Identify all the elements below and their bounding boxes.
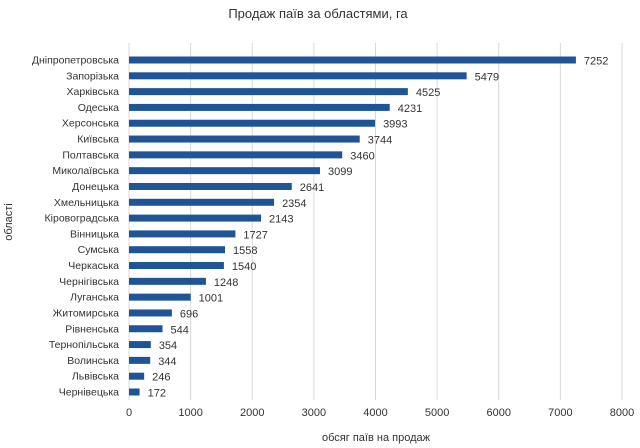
- category-label: Львівська: [72, 371, 119, 383]
- bar: [129, 262, 224, 270]
- bar: [129, 214, 262, 222]
- category-label: Рівненська: [65, 323, 119, 335]
- data-label: 172: [148, 388, 166, 400]
- category-label: Сумська: [78, 244, 119, 256]
- category-label: Донецька: [72, 181, 119, 193]
- data-label: 1248: [214, 277, 238, 289]
- category-label: Херсонська: [62, 118, 119, 130]
- bar: [129, 103, 390, 111]
- category-label: Дніпропетровська: [32, 55, 119, 67]
- x-tick-label: 0: [126, 407, 132, 419]
- data-label: 3744: [368, 135, 392, 147]
- bar: [129, 293, 191, 301]
- data-label: 1001: [199, 293, 223, 305]
- bar: [129, 72, 467, 80]
- bar: [129, 341, 151, 349]
- data-label: 696: [180, 308, 198, 320]
- bar: [129, 230, 236, 238]
- data-label: 354: [159, 340, 177, 352]
- x-tick-label: 2000: [240, 407, 264, 419]
- bar: [129, 88, 408, 96]
- data-label: 3993: [383, 119, 407, 131]
- bars: Дніпропетровська 7252 Запорізька 5479 Харків…: [32, 55, 609, 400]
- bar: [129, 182, 292, 190]
- x-tick-label: 6000: [487, 407, 511, 419]
- bar: [129, 198, 275, 206]
- bar: [129, 277, 206, 285]
- x-tick-label: 4000: [363, 407, 387, 419]
- category-label: Вінницька: [70, 228, 119, 240]
- bar: [129, 388, 140, 396]
- x-tick-label: 5000: [425, 407, 449, 419]
- data-label: 4231: [398, 103, 422, 115]
- data-label: 2143: [269, 214, 293, 226]
- bar: [129, 356, 151, 364]
- x-tick-label: 8000: [610, 407, 634, 419]
- category-label: Чернігівська: [59, 276, 119, 288]
- chart-title: Продаж паїв за областями, га: [228, 6, 408, 21]
- bar: [129, 135, 360, 143]
- data-label: 246: [152, 372, 170, 384]
- category-label: Полтавська: [62, 149, 119, 161]
- bar: [129, 151, 343, 159]
- data-label: 2641: [300, 182, 324, 194]
- category-label: Запорізька: [66, 70, 119, 82]
- category-label: Київська: [77, 134, 119, 146]
- x-tick-label: 7000: [548, 407, 572, 419]
- category-label: Черкаська: [68, 260, 119, 272]
- category-label: Кіровоградська: [45, 213, 120, 225]
- bar: [129, 119, 376, 127]
- y-axis-label: області: [3, 203, 15, 240]
- category-label: Одеська: [78, 102, 119, 114]
- data-label: 344: [158, 356, 176, 368]
- category-label: Житомирська: [53, 307, 120, 319]
- x-tick-label: 3000: [302, 407, 326, 419]
- data-label: 5479: [475, 71, 499, 83]
- category-label: Чернівецька: [59, 387, 119, 399]
- bar: [129, 372, 145, 380]
- category-label: Луганська: [70, 292, 119, 304]
- gridlines: [128, 43, 623, 400]
- data-label: 1558: [233, 245, 257, 257]
- data-label: 3460: [350, 150, 374, 162]
- data-label: 3099: [328, 166, 352, 178]
- category-label: Хмельницька: [54, 197, 119, 209]
- category-label: Тернопільська: [49, 339, 119, 351]
- bar: [129, 309, 172, 317]
- bar: [129, 246, 226, 254]
- bar: [129, 56, 576, 64]
- x-axis-label: обсяг паїв на продаж: [322, 432, 431, 444]
- x-tick-labels: 0 1000 2000 3000 4000 5000 6000 7000 8000: [126, 407, 634, 419]
- category-label: Миколаївська: [52, 165, 119, 177]
- bar: [129, 167, 320, 175]
- data-label: 1727: [243, 229, 267, 241]
- x-tick-label: 1000: [178, 407, 202, 419]
- data-label: 4525: [416, 87, 440, 99]
- category-label: Харківська: [67, 86, 120, 98]
- data-label: 2354: [282, 198, 306, 210]
- category-label: Волинська: [67, 355, 119, 367]
- data-label: 544: [171, 324, 189, 336]
- data-label: 1540: [232, 261, 256, 273]
- bar: [129, 325, 163, 333]
- data-label: 7252: [584, 56, 608, 68]
